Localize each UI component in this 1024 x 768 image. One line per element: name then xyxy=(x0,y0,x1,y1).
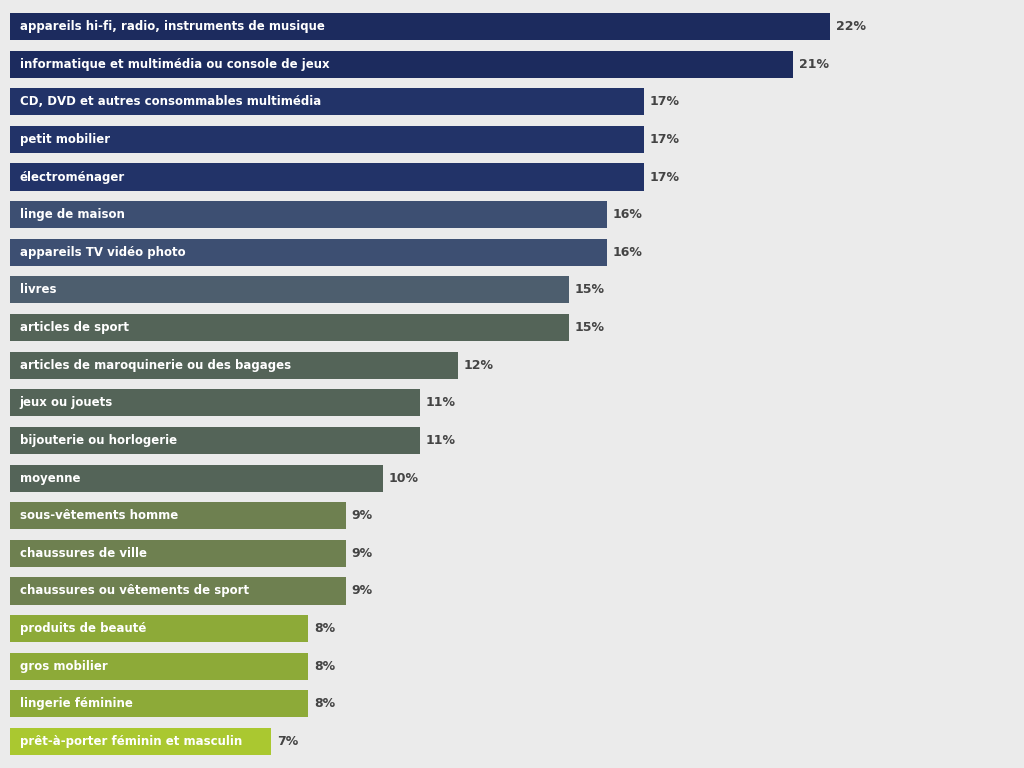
Bar xyxy=(10,502,346,529)
Text: linge de maison: linge de maison xyxy=(19,208,125,221)
Text: livres: livres xyxy=(19,283,56,296)
Bar xyxy=(10,164,644,190)
Text: 21%: 21% xyxy=(799,58,828,71)
Bar xyxy=(10,728,271,755)
Text: appareils TV vidéo photo: appareils TV vidéo photo xyxy=(19,246,185,259)
Text: moyenne: moyenne xyxy=(19,472,80,485)
Text: 8%: 8% xyxy=(314,660,335,673)
Text: 10%: 10% xyxy=(388,472,419,485)
Text: 15%: 15% xyxy=(574,321,605,334)
Text: bijouterie ou horlogerie: bijouterie ou horlogerie xyxy=(19,434,177,447)
Text: 9%: 9% xyxy=(351,509,373,522)
Bar xyxy=(10,239,606,266)
Bar xyxy=(10,690,308,717)
Bar xyxy=(10,389,420,416)
Text: chaussures de ville: chaussures de ville xyxy=(19,547,146,560)
Text: sous-vêtements homme: sous-vêtements homme xyxy=(19,509,178,522)
Bar xyxy=(10,276,569,303)
Text: électroménager: électroménager xyxy=(19,170,125,184)
Text: 9%: 9% xyxy=(351,547,373,560)
Text: gros mobilier: gros mobilier xyxy=(19,660,108,673)
Text: 15%: 15% xyxy=(574,283,605,296)
Text: 12%: 12% xyxy=(463,359,494,372)
Bar xyxy=(10,653,308,680)
Text: 7%: 7% xyxy=(276,735,298,748)
Bar xyxy=(10,88,644,115)
Text: 22%: 22% xyxy=(836,20,866,33)
Bar xyxy=(10,578,346,604)
Text: CD, DVD et autres consommables multimédia: CD, DVD et autres consommables multimédi… xyxy=(19,95,321,108)
Text: prêt-à-porter féminin et masculin: prêt-à-porter féminin et masculin xyxy=(19,735,242,748)
Text: 17%: 17% xyxy=(649,170,680,184)
Text: lingerie féminine: lingerie féminine xyxy=(19,697,132,710)
Bar xyxy=(10,427,420,454)
Text: 17%: 17% xyxy=(649,95,680,108)
Text: 8%: 8% xyxy=(314,697,335,710)
Text: 11%: 11% xyxy=(426,396,456,409)
Text: 8%: 8% xyxy=(314,622,335,635)
Bar xyxy=(10,201,606,228)
Bar xyxy=(10,51,793,78)
Bar xyxy=(10,13,830,40)
Bar xyxy=(10,465,383,492)
Text: 9%: 9% xyxy=(351,584,373,598)
Bar xyxy=(10,352,458,379)
Bar xyxy=(10,615,308,642)
Bar xyxy=(10,314,569,341)
Bar xyxy=(10,126,644,153)
Text: informatique et multimédia ou console de jeux: informatique et multimédia ou console de… xyxy=(19,58,329,71)
Text: chaussures ou vêtements de sport: chaussures ou vêtements de sport xyxy=(19,584,249,598)
Text: articles de sport: articles de sport xyxy=(19,321,129,334)
Text: produits de beauté: produits de beauté xyxy=(19,622,146,635)
Text: petit mobilier: petit mobilier xyxy=(19,133,110,146)
Text: 16%: 16% xyxy=(612,208,642,221)
Text: articles de maroquinerie ou des bagages: articles de maroquinerie ou des bagages xyxy=(19,359,291,372)
Text: jeux ou jouets: jeux ou jouets xyxy=(19,396,113,409)
Text: 17%: 17% xyxy=(649,133,680,146)
Text: 11%: 11% xyxy=(426,434,456,447)
Text: 16%: 16% xyxy=(612,246,642,259)
Bar xyxy=(10,540,346,567)
Text: appareils hi-fi, radio, instruments de musique: appareils hi-fi, radio, instruments de m… xyxy=(19,20,325,33)
